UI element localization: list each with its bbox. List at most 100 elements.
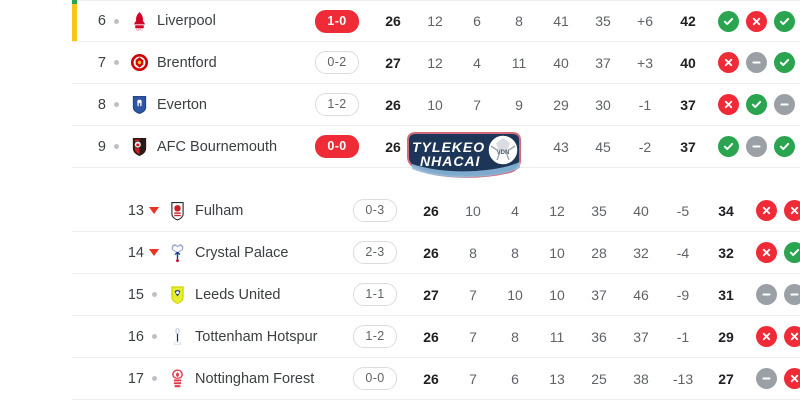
score-pill[interactable]: 0-3 xyxy=(353,199,397,222)
played-count: 26 xyxy=(423,328,439,345)
form-draw-icon[interactable] xyxy=(784,284,800,305)
score-pill[interactable]: 0-2 xyxy=(315,51,359,74)
match-score[interactable]: 2-3 xyxy=(340,241,410,264)
goals-for: 40 xyxy=(553,54,569,71)
played-count: 26 xyxy=(385,13,401,29)
trend-indicator xyxy=(106,60,126,65)
row-above-marker-green xyxy=(72,0,77,4)
trend-indicator xyxy=(106,144,126,149)
form-win-icon[interactable] xyxy=(774,136,795,157)
match-score[interactable]: 0-0 xyxy=(340,367,410,390)
team-name[interactable]: Tottenham Hotspur xyxy=(195,328,318,345)
table-row[interactable]: 16 Tottenham Hotspur 1-2 26 7 8 11 36 37 -1 29 xyxy=(72,316,800,358)
match-score[interactable]: 0-2 xyxy=(302,51,372,74)
team-name[interactable]: Fulham xyxy=(195,202,244,219)
position-marker xyxy=(72,42,77,83)
form-draw-icon[interactable] xyxy=(746,136,767,157)
fulham-crest xyxy=(164,200,190,221)
form-loss-icon[interactable] xyxy=(784,326,800,347)
goal-difference: -13 xyxy=(672,370,694,387)
form-loss-icon[interactable] xyxy=(746,10,767,32)
form-guide xyxy=(718,10,800,32)
position-marker xyxy=(72,190,77,231)
goal-difference: +6 xyxy=(637,13,653,29)
drawn-count: 10 xyxy=(507,286,523,303)
form-win-icon[interactable] xyxy=(774,10,795,32)
form-loss-icon[interactable] xyxy=(718,94,739,115)
team-name[interactable]: Brentford xyxy=(157,54,217,71)
position-marker xyxy=(72,274,77,315)
table-row[interactable]: 13 Fulham 0-3 26 10 4 12 35 40 -5 34 xyxy=(72,190,800,232)
table-row[interactable]: 15 Leeds United 1-1 27 7 10 10 37 46 -9 31 xyxy=(72,274,800,316)
form-loss-icon[interactable] xyxy=(784,368,800,389)
score-pill[interactable]: 2-3 xyxy=(353,241,397,264)
table-row[interactable]: 6 LFC Liverpool 1-0 26 12 6 8 41 35 +6 42 xyxy=(72,0,800,42)
table-section-top: 6 LFC Liverpool 1-0 26 12 6 8 41 35 +6 42 7 Brentford… xyxy=(72,0,800,168)
score-pill[interactable]: 0-0 xyxy=(315,135,359,158)
team-name[interactable]: Everton xyxy=(157,96,207,113)
won-count: 7 xyxy=(469,370,477,387)
score-pill[interactable]: 0-0 xyxy=(353,367,397,390)
table-row[interactable]: 14 Crystal Palace 2-3 26 8 8 10 28 32 -4 32 xyxy=(72,232,800,274)
drawn-count: 7 xyxy=(473,96,481,113)
match-score[interactable]: 1-1 xyxy=(340,283,410,306)
team-name[interactable]: Crystal Palace xyxy=(195,244,289,261)
form-draw-icon[interactable] xyxy=(756,284,777,305)
form-loss-icon[interactable] xyxy=(784,200,800,221)
score-pill[interactable]: 1-2 xyxy=(353,325,397,348)
team-name[interactable]: Leeds United xyxy=(195,286,281,303)
everton-crest xyxy=(126,94,152,115)
form-win-icon[interactable] xyxy=(784,242,800,263)
lost-count: 13 xyxy=(549,370,565,387)
brentford-crest xyxy=(126,52,152,73)
form-loss-icon[interactable] xyxy=(718,52,739,73)
score-pill[interactable]: 1-0 xyxy=(315,9,359,33)
form-draw-icon[interactable] xyxy=(756,368,777,389)
tottenham-hotspur-crest xyxy=(164,326,190,347)
trend-down-icon xyxy=(149,207,159,214)
form-loss-icon[interactable] xyxy=(756,326,777,347)
goals-for: 28 xyxy=(591,244,607,261)
trend-steady-icon xyxy=(113,102,119,107)
drawn-count: 4 xyxy=(511,202,519,219)
lost-count: 8 xyxy=(515,13,523,29)
svg-text:LFC: LFC xyxy=(136,27,143,31)
points-total: 37 xyxy=(680,138,696,155)
match-score[interactable]: 1-2 xyxy=(302,93,372,116)
score-pill[interactable]: 1-2 xyxy=(315,93,359,116)
drawn-count: 8 xyxy=(511,244,519,261)
table-row[interactable]: 7 Brentford 0-2 27 12 4 11 40 37 +3 40 xyxy=(72,42,800,84)
form-win-icon[interactable] xyxy=(746,94,767,115)
trend-steady-icon xyxy=(113,144,119,149)
goals-for: 41 xyxy=(553,13,569,29)
table-row[interactable]: 8 Everton 1-2 26 10 7 9 29 30 -1 37 xyxy=(72,84,800,126)
table-row[interactable]: 17 Nottingham Forest 0-0 26 7 6 13 25 38 -13 27 xyxy=(72,358,800,400)
goals-against: 30 xyxy=(595,96,611,113)
goals-for: 29 xyxy=(553,96,569,113)
form-draw-icon[interactable] xyxy=(746,52,767,73)
won-count: 9 xyxy=(431,138,439,155)
match-score[interactable]: 0-3 xyxy=(340,199,410,222)
form-loss-icon[interactable] xyxy=(756,200,777,221)
match-score[interactable]: 0-0 xyxy=(302,135,372,158)
points-total: 31 xyxy=(718,286,734,303)
form-win-icon[interactable] xyxy=(718,136,739,157)
goals-against: 40 xyxy=(633,202,649,219)
form-win-icon[interactable] xyxy=(718,10,739,32)
trend-indicator xyxy=(106,102,126,107)
team-name[interactable]: AFC Bournemouth xyxy=(157,138,278,155)
table-row[interactable]: 9 AFC Bournemouth 0-0 26 9 43 45 -2 37 xyxy=(72,126,800,168)
form-win-icon[interactable] xyxy=(774,52,795,73)
match-score[interactable]: 1-0 xyxy=(302,9,372,33)
points-total: 27 xyxy=(718,370,734,387)
played-count: 26 xyxy=(423,370,439,387)
trend-indicator xyxy=(144,334,164,339)
team-name[interactable]: Nottingham Forest xyxy=(195,370,315,387)
position-number: 13 xyxy=(127,202,144,219)
match-score[interactable]: 1-2 xyxy=(340,325,410,348)
form-draw-icon[interactable] xyxy=(774,94,795,115)
form-loss-icon[interactable] xyxy=(756,242,777,263)
points-total: 29 xyxy=(718,328,734,345)
team-name[interactable]: Liverpool xyxy=(157,13,216,29)
score-pill[interactable]: 1-1 xyxy=(353,283,397,306)
